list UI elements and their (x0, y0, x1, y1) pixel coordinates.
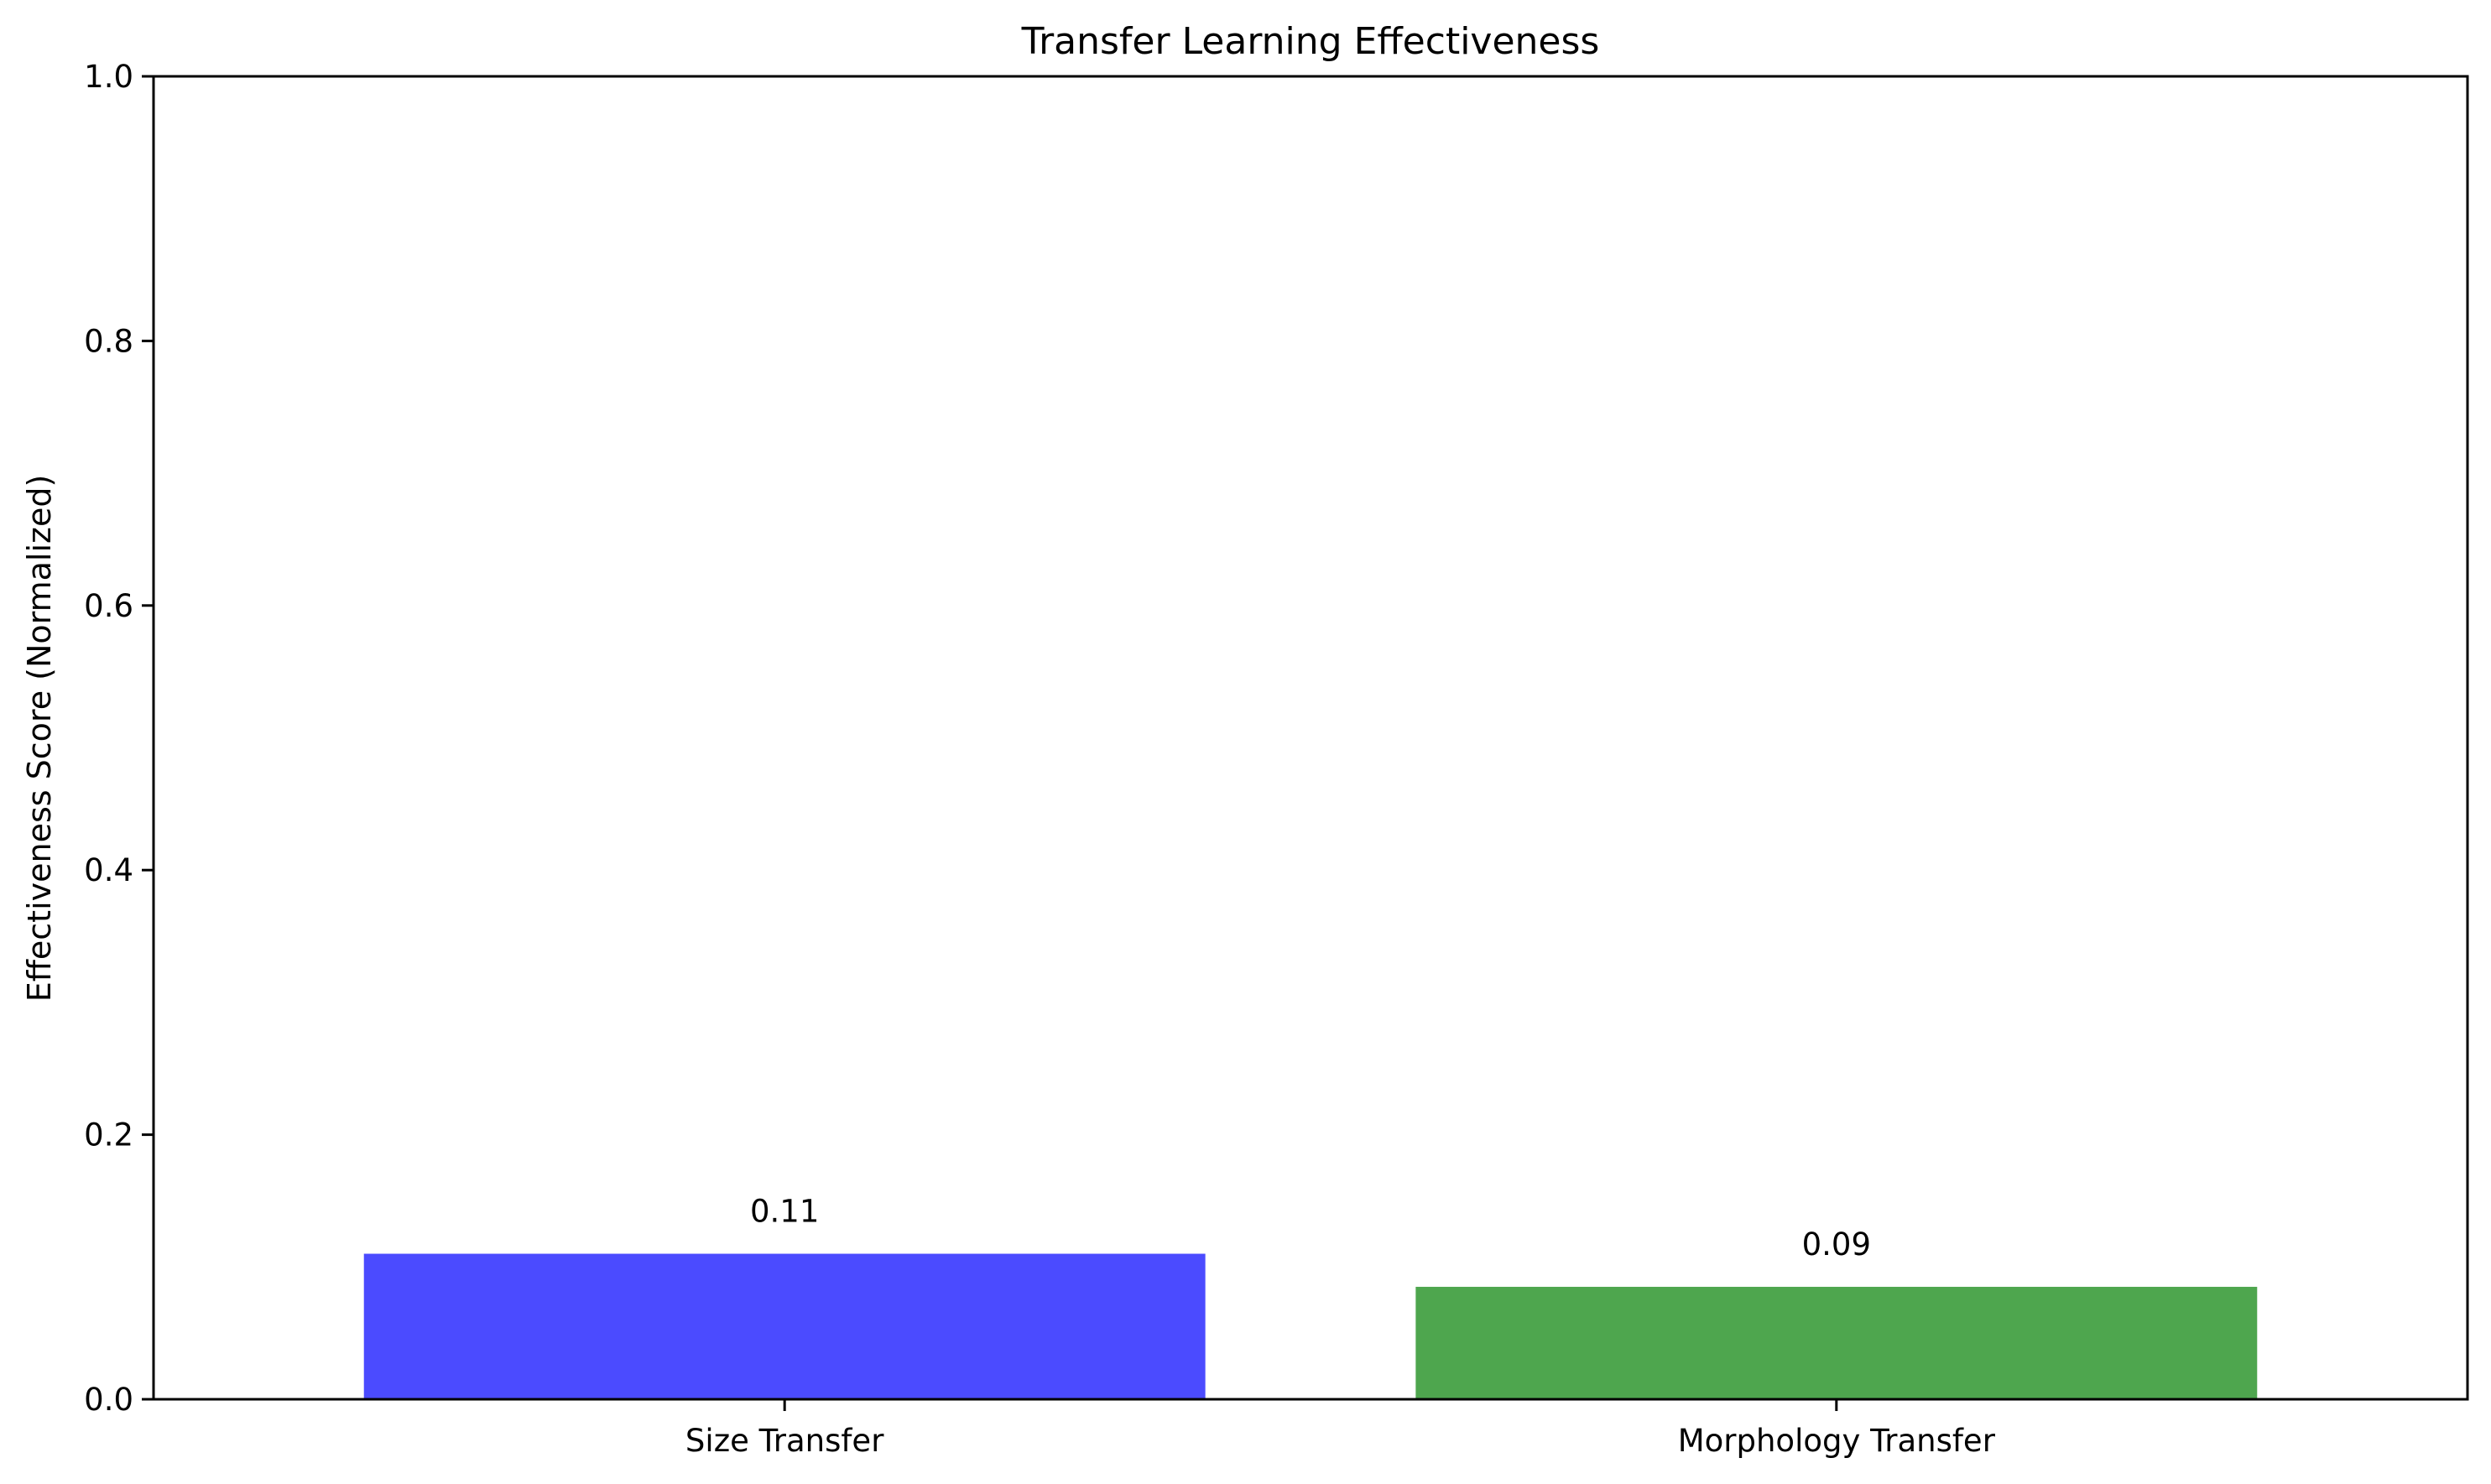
y-tick-label: 0.0 (84, 1382, 133, 1418)
bar-morphology-transfer (1415, 1286, 2258, 1399)
plot-area-frame (152, 75, 2469, 1401)
y-tick-label: 0.2 (84, 1117, 133, 1153)
data-label: 0.09 (1802, 1226, 1871, 1263)
y-axis-ticks: 0.0 0.2 0.4 0.6 0.8 1.0 (84, 59, 154, 1418)
bar-size-transfer (363, 1253, 1206, 1399)
x-tick-label: Morphology Transfer (1678, 1423, 1996, 1459)
x-tick-label: Size Transfer (685, 1423, 884, 1459)
x-axis-ticks: Size Transfer Morphology Transfer (685, 1399, 1996, 1459)
chart-title: Transfer Learning Effectiveness (1021, 20, 1600, 63)
y-axis-label: Effectiveness Score (Normalized) (21, 475, 58, 1002)
data-label: 0.11 (750, 1194, 819, 1230)
y-tick-label: 1.0 (84, 59, 133, 95)
y-tick-label: 0.8 (84, 323, 133, 359)
y-tick-label: 0.6 (84, 588, 133, 624)
bars-group (363, 1253, 2258, 1399)
y-tick-label: 0.4 (84, 852, 133, 888)
data-labels-group: 0.11 0.09 (750, 1194, 1871, 1263)
